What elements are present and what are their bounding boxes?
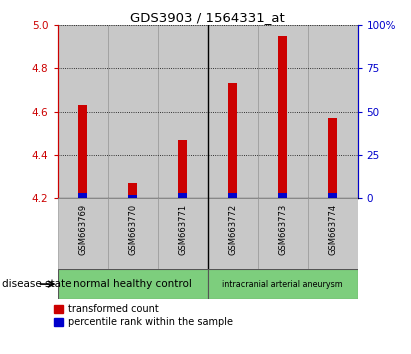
- Bar: [228, 83, 237, 198]
- Text: GSM663773: GSM663773: [278, 204, 287, 255]
- Text: disease state: disease state: [2, 279, 72, 289]
- Bar: [58, 269, 208, 299]
- Bar: [258, 25, 307, 198]
- Bar: [258, 198, 307, 269]
- Bar: [78, 193, 87, 198]
- Bar: [108, 25, 157, 198]
- Text: GSM663772: GSM663772: [228, 204, 237, 255]
- Text: GSM663769: GSM663769: [78, 204, 87, 255]
- Bar: [128, 195, 137, 198]
- Bar: [278, 193, 287, 198]
- Bar: [307, 25, 358, 198]
- Bar: [278, 36, 287, 198]
- Bar: [58, 198, 108, 269]
- Bar: [157, 198, 208, 269]
- Title: GDS3903 / 1564331_at: GDS3903 / 1564331_at: [130, 11, 285, 24]
- Bar: [208, 269, 358, 299]
- Text: normal healthy control: normal healthy control: [73, 279, 192, 289]
- Bar: [58, 25, 108, 198]
- Bar: [128, 183, 137, 198]
- Bar: [307, 198, 358, 269]
- Bar: [328, 193, 337, 198]
- Text: GSM663774: GSM663774: [328, 204, 337, 255]
- Text: GSM663770: GSM663770: [128, 204, 137, 255]
- Bar: [178, 140, 187, 198]
- Text: GSM663771: GSM663771: [178, 204, 187, 255]
- Bar: [178, 193, 187, 198]
- Bar: [157, 25, 208, 198]
- Bar: [228, 193, 237, 198]
- Legend: transformed count, percentile rank within the sample: transformed count, percentile rank withi…: [54, 304, 233, 327]
- Bar: [108, 198, 157, 269]
- Bar: [208, 198, 258, 269]
- Bar: [328, 118, 337, 198]
- Bar: [208, 25, 258, 198]
- Bar: [78, 105, 87, 198]
- Text: intracranial arterial aneurysm: intracranial arterial aneurysm: [222, 280, 343, 289]
